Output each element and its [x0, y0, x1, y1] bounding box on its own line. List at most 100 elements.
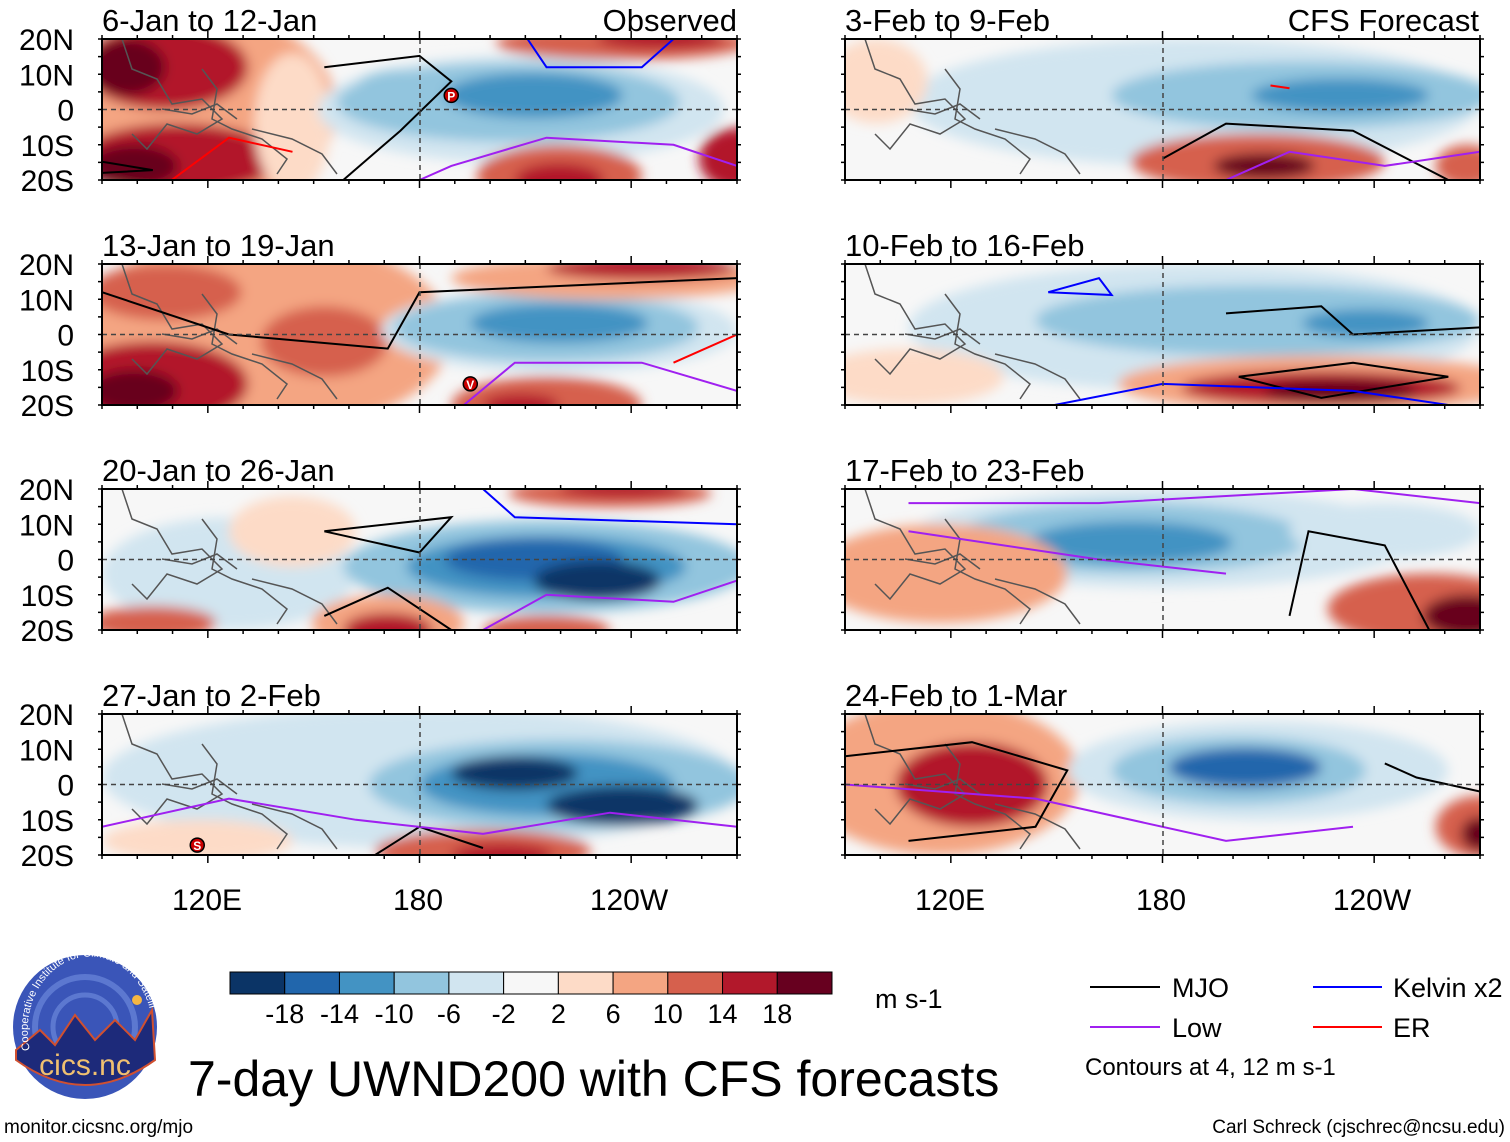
map-panel	[841, 481, 1484, 638]
storm-label: S	[193, 839, 201, 853]
panel-title: 20-Jan to 26-Jan	[102, 453, 335, 488]
wind-anomaly-region	[1035, 285, 1480, 356]
wind-anomaly-region	[260, 306, 388, 377]
map-panel: V	[98, 256, 741, 413]
contour-line	[1162, 122, 1449, 180]
lat-tick-label: 10S	[21, 580, 74, 613]
lat-tick-label: 20S	[21, 840, 74, 873]
contour-line	[1225, 305, 1480, 336]
wind-anomaly-region	[514, 163, 604, 180]
legend-label: Low	[1172, 1013, 1222, 1043]
lon-tick-label: 120E	[172, 884, 242, 917]
lat-tick-label: 0	[57, 320, 74, 353]
lon-tick-label: 180	[393, 884, 443, 917]
lat-tick-label: 20N	[19, 474, 74, 507]
wind-anomaly-region	[1422, 594, 1480, 630]
wind-anomaly-region	[698, 127, 737, 180]
contour-line	[482, 489, 737, 526]
colorbar-swatch	[229, 971, 286, 995]
contour-line	[102, 277, 737, 350]
contour-line	[482, 579, 737, 630]
forecast-label: CFS Forecast	[1288, 3, 1480, 38]
wind-anomaly-region	[845, 39, 928, 124]
colorbar-tick-label: 18	[762, 999, 792, 1029]
colorbar-units: m s-1	[875, 984, 943, 1014]
contour-line	[526, 39, 675, 69]
contour-line	[171, 136, 293, 180]
wind-anomaly-region	[1460, 816, 1480, 851]
lat-tick-label: 10S	[21, 355, 74, 388]
wind-anomaly-region	[444, 72, 623, 118]
wind-anomaly-region	[476, 144, 642, 180]
panel-title: 27-Jan to 2-Feb	[102, 678, 321, 713]
legend-label: ER	[1393, 1013, 1431, 1043]
tropical-cyclone-marker: P	[443, 87, 459, 103]
colorbar-tick-label: -10	[375, 999, 414, 1029]
lat-tick-label: 10S	[21, 805, 74, 838]
contour-line	[102, 160, 153, 174]
logo-text: cics.nc	[39, 1049, 131, 1082]
lat-tick-label: 20S	[21, 165, 74, 198]
wind-anomaly-region	[470, 303, 649, 343]
wind-anomaly-region	[254, 53, 331, 180]
wind-anomaly-region	[102, 39, 166, 96]
wind-anomaly-region	[1213, 153, 1315, 179]
wind-anomaly-region	[533, 560, 661, 601]
colorbar-tick-label: 6	[606, 999, 621, 1029]
contour-line	[463, 361, 737, 405]
contour-line	[323, 586, 452, 630]
lat-tick-label: 10N	[19, 284, 74, 317]
contour-line	[1384, 762, 1480, 793]
legend-label: MJO	[1172, 973, 1229, 1003]
colorbar-swatch	[557, 971, 614, 995]
contour-line	[419, 136, 737, 180]
colorbar-swatch	[612, 971, 669, 995]
wind-anomaly-region	[343, 613, 433, 630]
wind-anomaly-region	[1251, 78, 1430, 113]
colorbar-swatch	[776, 971, 833, 995]
map-panel: S	[98, 706, 741, 863]
panel-title: 13-Jan to 19-Jan	[102, 228, 335, 263]
colorbar-tick-label: 10	[653, 999, 683, 1029]
lat-tick-label: 10N	[19, 59, 74, 92]
contour-line	[1054, 382, 1449, 405]
contour-line	[324, 54, 453, 180]
lat-tick-label: 20N	[19, 699, 74, 732]
colorbar-swatch	[284, 971, 340, 995]
wind-anomaly-region	[483, 615, 610, 630]
lat-tick-label: 20N	[19, 249, 74, 282]
tropical-cyclone-marker: S	[189, 837, 205, 853]
colorbar-swatch	[338, 971, 395, 995]
wind-anomaly-region	[1302, 309, 1430, 338]
contour-line	[1270, 84, 1290, 90]
contour-line	[1238, 361, 1449, 399]
footer-credit: Carl Schreck (cjschrec@ncsu.edu)	[1212, 1117, 1505, 1138]
colorbar-swatch	[393, 971, 450, 995]
wind-anomaly-region	[102, 369, 179, 405]
colorbar-swatch	[448, 971, 505, 995]
contour-line	[324, 515, 454, 554]
figure-title: 7-day UWND200 with CFS forecasts	[188, 1051, 999, 1107]
lat-tick-label: 10N	[19, 734, 74, 767]
contour-line	[1288, 530, 1431, 630]
map-panel	[841, 31, 1484, 188]
lat-tick-label: 0	[57, 95, 74, 128]
lat-tick-label: 20N	[19, 24, 74, 57]
storm-label: V	[466, 378, 474, 392]
lat-tick-label: 10S	[21, 130, 74, 163]
wind-anomaly-region	[1289, 503, 1480, 560]
map-panel: P	[98, 31, 741, 188]
colorbar-tick-label: -14	[320, 999, 359, 1029]
contour-line	[1047, 276, 1114, 297]
legend: MJO Kelvin x2 Low ER Contours at 4, 12 m…	[1085, 973, 1503, 1081]
wind-anomaly-region	[483, 393, 560, 405]
lon-tick-label: 120W	[1333, 884, 1412, 917]
colorbar-tick-label: -6	[437, 999, 461, 1029]
contour-line	[1225, 150, 1480, 180]
colorbar-swatch	[667, 971, 724, 995]
lat-tick-label: 20S	[21, 615, 74, 648]
wind-anomaly-region	[229, 496, 356, 567]
lat-tick-label: 0	[57, 770, 74, 803]
footer-url: monitor.cicsnc.org/mjo	[4, 1117, 193, 1138]
map-panel	[841, 706, 1484, 863]
